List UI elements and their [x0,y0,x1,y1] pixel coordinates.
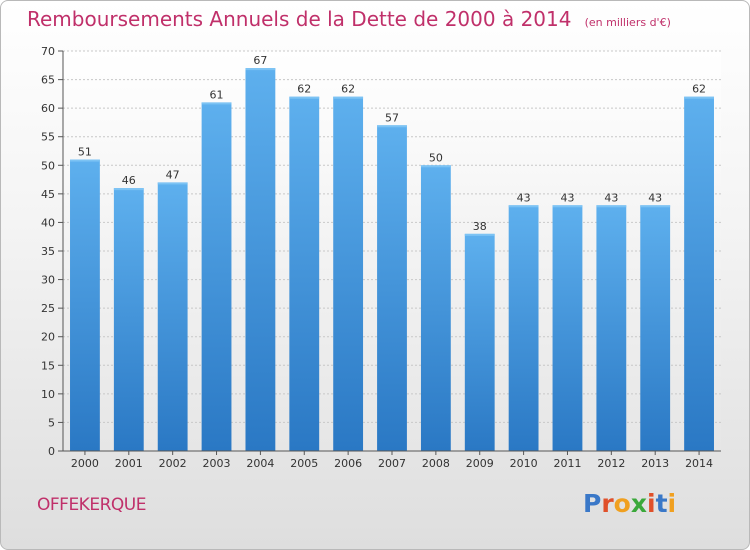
bar-top-highlight [640,205,671,208]
x-tick-label: 2003 [203,457,231,470]
proxiti-logo[interactable]: Proxiti [583,489,676,518]
x-tick-label: 2001 [115,457,143,470]
bar-top-highlight [157,182,188,185]
bar [464,233,495,451]
bar-top-highlight [201,102,232,105]
logo-letter: r [601,489,614,518]
logo-letter: i [647,489,656,518]
data-label: 43 [517,191,531,204]
bar-top-highlight [70,159,100,162]
bar-top-highlight [552,205,583,208]
x-tick-label: 2002 [159,457,187,470]
chart-title-line: Remboursements Annuels de la Dette de 20… [27,7,671,31]
data-label: 47 [166,168,180,181]
bar [289,96,320,451]
x-tick-label: 2010 [510,457,538,470]
x-tick-label: 2013 [641,457,669,470]
x-tick-label: 2005 [290,457,318,470]
data-label: 38 [473,220,487,233]
data-label: 62 [297,83,311,96]
x-tick-label: 2006 [334,457,362,470]
logo-letter: P [583,489,602,518]
y-tick-label: 5 [48,416,55,429]
bar-top-highlight [684,96,714,99]
y-tick-label: 70 [41,45,55,58]
logo-letter: i [667,489,677,518]
y-tick-label: 65 [41,74,55,87]
commune-name: OFFEKERQUE [37,495,146,515]
bars [70,68,714,452]
x-tick-label: 2004 [246,457,274,470]
data-label: 50 [429,151,443,164]
y-tick-label: 50 [41,159,55,172]
y-tick-label: 45 [41,188,55,201]
bar-top-highlight [420,165,451,168]
y-tick-label: 10 [41,388,55,401]
axes: 0 5 10 15 20 25 30 35 40 45 50 55 60 65 70 2000 2001 2002… [41,45,721,470]
data-label: 51 [78,146,92,159]
x-tick-label: 2000 [71,457,99,470]
x-tick-label: 2012 [597,457,625,470]
bar [377,125,407,452]
bar [333,96,364,451]
bar [552,205,583,451]
x-tick-label: 2011 [553,457,581,470]
bar [113,188,144,451]
chart-subtitle: (en milliers d'€) [584,16,671,29]
bar [596,205,627,451]
bar [245,68,276,452]
data-label: 57 [385,111,399,124]
bar-top-highlight [245,68,276,71]
bar [201,102,232,451]
bar [684,96,714,451]
bar-top-highlight [377,125,407,128]
bar [640,205,671,451]
y-tick-label: 35 [41,245,55,258]
chart-title: Remboursements Annuels de la Dette de 20… [27,7,572,31]
bar [157,182,188,451]
bar-top-highlight [113,188,144,191]
x-tick-label: 2009 [466,457,494,470]
bar-top-highlight [464,233,495,236]
data-label: 46 [122,174,136,187]
logo-letter: t [655,489,668,518]
logo-letter: o [613,489,631,518]
y-tick-label: 60 [41,102,55,115]
bar [420,165,451,452]
y-tick-label: 25 [41,302,55,315]
data-label: 43 [604,191,618,204]
bar-top-highlight [333,96,364,99]
data-label: 62 [341,83,355,96]
data-label: 61 [210,88,224,101]
data-label: 43 [560,191,574,204]
data-label: 43 [648,191,662,204]
bar [508,205,539,451]
logo-letter: x [630,489,647,518]
data-label: 67 [253,54,267,67]
bar-top-highlight [508,205,539,208]
y-tick-label: 0 [48,445,55,458]
data-labels: 51 46 47 61 67 62 62 57 50 38 43 43 43 43 62 [78,54,706,233]
x-tick-label: 2014 [685,457,713,470]
data-label: 62 [692,83,706,96]
bar-top-highlight [289,96,320,99]
bar [70,159,100,452]
y-tick-label: 55 [41,131,55,144]
x-tick-label: 2007 [378,457,406,470]
bar-top-highlight [596,205,627,208]
y-tick-label: 20 [41,331,55,344]
y-tick-label: 40 [41,216,55,229]
x-tick-label: 2008 [422,457,450,470]
y-tick-label: 30 [41,274,55,287]
y-tick-label: 15 [41,359,55,372]
